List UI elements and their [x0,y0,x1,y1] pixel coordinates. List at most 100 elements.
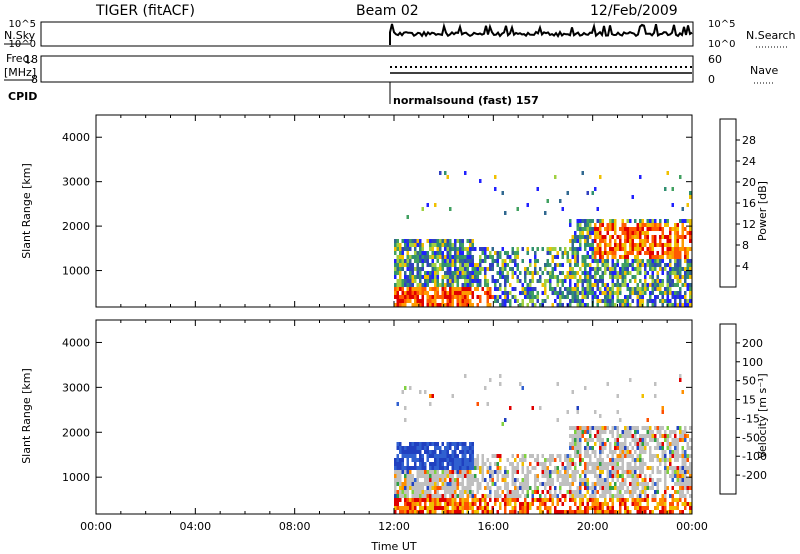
heatmap-cell [574,446,577,450]
heatmap-cell [521,470,524,474]
heatmap-cell [689,275,692,279]
heatmap-cell [546,510,549,514]
heatmap-cell [529,259,532,263]
heatmap-cell [466,291,469,295]
heatmap-cell [596,426,599,430]
heatmap-cell [449,462,452,466]
heatmap-cell [576,287,579,291]
heatmap-cell [396,478,399,482]
heatmap-cell [534,251,537,255]
heatmap-cell [406,259,409,263]
heatmap-cell [601,442,604,446]
heatmap-cell [649,454,652,458]
heatmap-cell [436,287,439,291]
heatmap-cell [541,247,544,251]
heatmap-cell [419,490,422,494]
heatmap-cell [651,267,654,271]
heatmap-cell [481,267,484,271]
heatmap-cell [629,442,632,446]
heatmap-cell [594,251,597,255]
heatmap-cell [606,502,609,506]
heatmap-cell [506,458,509,462]
heatmap-cell [479,267,482,271]
heatmap-cell [496,490,499,494]
heatmap-cell [621,267,624,271]
heatmap-cell [394,283,397,287]
heatmap-cell [559,490,562,494]
heatmap-cell [686,502,689,506]
heatmap-cell [634,466,637,470]
heatmap-cell [584,275,587,279]
heatmap-cell [654,259,657,263]
heatmap-cell [419,498,422,502]
heatmap-cell [521,462,524,466]
heatmap-cell [431,462,434,466]
heatmap-cell [466,247,469,251]
heatmap-cell [676,283,679,287]
heatmap-cell [431,474,434,478]
nsky-left-tick-top: 10^5 [9,19,36,30]
heatmap-cell [646,247,649,251]
heatmap-cell [684,486,687,490]
heatmap-cell [489,378,492,382]
heatmap-cell [609,462,612,466]
heatmap-cell [624,247,627,251]
heatmap-cell [541,482,544,486]
heatmap-cell [634,458,637,462]
heatmap-cell [614,458,617,462]
heatmap-cell [446,291,449,295]
heatmap-cell [431,450,434,454]
heatmap-cell [609,470,612,474]
heatmap-cell [549,454,552,458]
y-tick-label: 3000 [62,381,90,394]
heatmap-cell [434,263,437,267]
heatmap-cell [644,482,647,486]
heatmap-cell [539,303,542,307]
heatmap-cell [596,295,599,299]
heatmap-cell [634,291,637,295]
heatmap-cell [646,283,649,287]
heatmap-cell [581,171,584,175]
heatmap-cell [621,430,624,434]
heatmap-cell [404,259,407,263]
heatmap-cell [586,271,589,275]
heatmap-cell [584,482,587,486]
heatmap-cell [396,474,399,478]
heatmap-cell [621,279,624,283]
heatmap-cell [586,227,589,231]
heatmap-cell [399,458,402,462]
heatmap-cell [551,255,554,259]
heatmap-cell [524,275,527,279]
heatmap-cell [464,299,467,303]
heatmap-cell [586,450,589,454]
heatmap-cell [539,406,542,410]
heatmap-cell [394,303,397,307]
heatmap-cell [636,263,639,267]
heatmap-cell [449,303,452,307]
heatmap-cell [621,271,624,275]
heatmap-cell [419,390,422,394]
heatmap-cell [689,283,692,287]
heatmap-cell [396,255,399,259]
heatmap-cell [596,219,599,223]
heatmap-cell [629,303,632,307]
heatmap-cell [589,247,592,251]
heatmap-cell [521,454,524,458]
heatmap-cell [649,458,652,462]
heatmap-cell [494,287,497,291]
heatmap-cell [669,510,672,514]
heatmap-cell [496,271,499,275]
heatmap-cell [686,231,689,235]
heatmap-cell [449,295,452,299]
heatmap-cell [544,283,547,287]
heatmap-cell [394,498,397,502]
heatmap-cell [626,426,629,430]
heatmap-cell [581,478,584,482]
heatmap-cell [626,267,629,271]
heatmap-cell [491,267,494,271]
heatmap-cell [606,482,609,486]
heatmap-cell [616,299,619,303]
heatmap-cell [459,259,462,263]
heatmap-cell [604,442,607,446]
heatmap-cell [629,287,632,291]
